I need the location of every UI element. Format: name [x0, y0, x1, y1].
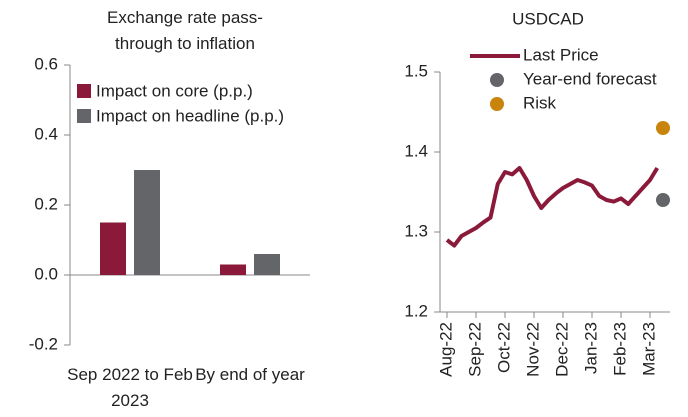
forecast-point [656, 193, 670, 207]
legend-marker [490, 73, 504, 87]
legend-label: Year-end forecast [523, 69, 657, 88]
bar [100, 222, 126, 275]
x-tick-label: Mar-23 [639, 322, 658, 376]
forecast-point [656, 121, 670, 135]
legend-label: Risk [523, 93, 557, 112]
y-tick-label: 1.3 [404, 221, 428, 240]
x-tick-label: Oct-22 [494, 322, 513, 373]
legend-swatch [77, 109, 91, 123]
legend-label: Impact on core (p.p.) [96, 81, 253, 100]
chart-title: USDCAD [512, 9, 584, 28]
x-tick-label: Feb-23 [610, 322, 629, 376]
y-tick-label: 0.0 [34, 264, 58, 283]
x-tick-label: By end of year [195, 365, 305, 384]
y-tick-label: 1.5 [404, 61, 428, 80]
y-tick-label: 0.6 [34, 54, 58, 73]
bar [254, 254, 280, 275]
x-tick-label: Aug-22 [436, 322, 455, 377]
chart-title: Exchange rate pass-through to inflation [107, 8, 263, 53]
legend-label: Last Price [523, 45, 599, 64]
price-line [445, 166, 659, 248]
x-tick-label: Sep 2022 to Feb 2023 [67, 365, 193, 410]
x-tick-label: Sep-22 [465, 322, 484, 377]
y-tick-label: 0.4 [34, 124, 58, 143]
x-tick-label: Dec-22 [552, 322, 571, 377]
x-tick-label: Nov-22 [523, 322, 542, 377]
y-tick-label: 1.4 [404, 141, 428, 160]
legend-marker [490, 97, 504, 111]
y-tick-label: -0.2 [29, 334, 58, 353]
legend-label: Impact on headline (p.p.) [96, 106, 284, 125]
legend-swatch [77, 84, 91, 98]
y-tick-label: 0.2 [34, 194, 58, 213]
y-tick-label: 1.2 [404, 301, 428, 320]
x-tick-label: Jan-23 [581, 322, 600, 374]
bar [220, 264, 246, 275]
bar [134, 170, 160, 275]
